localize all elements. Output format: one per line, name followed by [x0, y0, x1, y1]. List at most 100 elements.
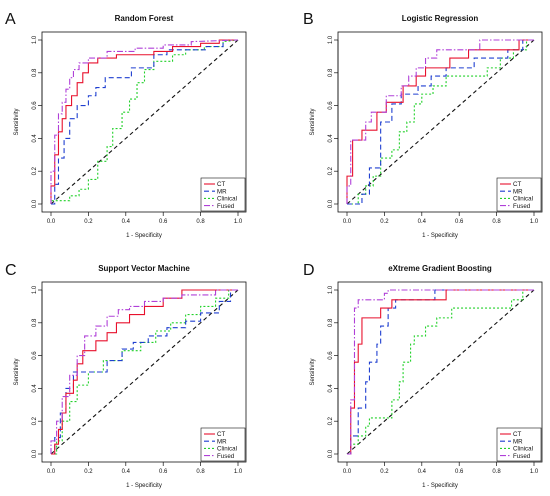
x-tick-label: 0.6 — [455, 469, 464, 475]
chart-title: Logistic Regression — [402, 14, 479, 23]
chart-panel-b: B Logistic Regression 0.0 0.2 0.4 0.6 0.8 1.0 0.… — [303, 11, 543, 239]
roc-line-mr — [347, 39, 534, 205]
x-axis-label: 1 - Specificity — [126, 483, 162, 489]
panel-letter: D — [303, 262, 315, 279]
y-tick-label: 0.0 — [328, 449, 334, 458]
x-tick-label: 0.0 — [343, 219, 352, 225]
y-tick-label: 1.0 — [328, 285, 334, 294]
roc-line-fused — [50, 289, 238, 454]
x-tick-label: 0.2 — [380, 469, 389, 475]
x-tick-label: 0.2 — [380, 219, 389, 225]
roc-line-mr — [347, 289, 534, 455]
x-tick-label: 0.4 — [418, 219, 427, 225]
y-tick-label: 0.6 — [328, 351, 334, 360]
x-tick-label: 1.0 — [234, 219, 243, 225]
x-tick-label: 0.8 — [196, 219, 205, 225]
y-tick-label: 0.4 — [32, 134, 38, 143]
legend-label: Fused — [513, 203, 531, 210]
y-tick-label: 0.2 — [32, 166, 38, 175]
y-axis-label: Sensitivity — [14, 108, 20, 135]
x-tick-label: 1.0 — [234, 469, 243, 475]
chart-title: Support Vector Machine — [98, 264, 190, 273]
x-tick-label: 0.2 — [84, 219, 93, 225]
y-tick-label: 0.0 — [32, 449, 38, 458]
x-axis-label: 1 - Specificity — [422, 233, 458, 239]
x-tick-label: 0.8 — [196, 469, 205, 475]
x-tick-label: 0.6 — [159, 219, 168, 225]
y-tick-label: 0.2 — [328, 166, 334, 175]
roc-line-fused — [346, 39, 534, 204]
chart-panel-c: C Support Vector Machine 0.0 0.2 0.4 0.6 0.8 1.… — [5, 262, 247, 489]
x-tick-label: 1.0 — [530, 219, 539, 225]
x-tick-label: 0.4 — [418, 469, 427, 475]
x-tick-label: 0.0 — [343, 469, 352, 475]
y-tick-label: 1.0 — [328, 35, 334, 44]
x-tick-label: 0.0 — [47, 219, 56, 225]
panel-letter: A — [5, 11, 16, 28]
y-tick-label: 0.6 — [32, 351, 38, 360]
roc-line-mr — [51, 289, 238, 455]
legend-label: CT — [217, 431, 225, 438]
x-tick-label: 0.4 — [122, 219, 131, 225]
x-axis-label: 1 - Specificity — [126, 233, 162, 239]
y-tick-label: 1.0 — [32, 285, 38, 294]
roc-line-ct — [51, 289, 238, 455]
roc-line-fused — [347, 289, 534, 455]
y-tick-label: 0.4 — [32, 384, 38, 393]
x-tick-label: 0.2 — [84, 469, 93, 475]
legend-label: CT — [217, 181, 225, 188]
y-tick-label: 0.8 — [328, 318, 334, 327]
legend-label: MR — [513, 188, 523, 195]
legend-label: Fused — [217, 453, 235, 460]
chart-title: eXtreme Gradient Boosting — [388, 264, 492, 273]
y-tick-label: 0.2 — [32, 416, 38, 425]
y-tick-label: 0.0 — [328, 199, 334, 208]
roc-line-fused — [50, 39, 239, 204]
x-tick-label: 0.0 — [47, 469, 56, 475]
legend-label: MR — [217, 188, 227, 195]
chart-panel-a: A Random Forest 0.0 0.2 0.4 0.6 0.8 1.0 0.0 0.2 0.… — [5, 11, 247, 239]
legend-label: Clinical — [513, 196, 533, 203]
x-tick-label: 0.6 — [455, 219, 464, 225]
legend-label: Fused — [513, 453, 531, 460]
x-tick-label: 0.8 — [492, 469, 501, 475]
legend-label: MR — [217, 438, 227, 445]
y-tick-label: 0.6 — [32, 101, 38, 110]
x-tick-label: 0.6 — [159, 469, 168, 475]
y-tick-label: 0.4 — [328, 134, 334, 143]
legend-label: CT — [513, 431, 521, 438]
roc-line-ct — [347, 289, 534, 455]
y-tick-label: 0.8 — [32, 68, 38, 77]
y-tick-label: 0.4 — [328, 384, 334, 393]
y-tick-label: 0.8 — [32, 318, 38, 327]
x-axis-label: 1 - Specificity — [422, 483, 458, 489]
y-axis-label: Sensitivity — [310, 108, 316, 135]
y-tick-label: 1.0 — [32, 35, 38, 44]
legend-label: Clinical — [217, 446, 237, 453]
roc-line-clinical — [347, 39, 534, 205]
roc-line-ct — [50, 39, 238, 204]
y-axis-label: Sensitivity — [310, 358, 316, 385]
y-tick-label: 0.2 — [328, 416, 334, 425]
panel-letter: B — [303, 11, 314, 28]
legend-label: Clinical — [217, 196, 237, 203]
y-tick-label: 0.8 — [328, 68, 334, 77]
x-tick-label: 1.0 — [530, 469, 539, 475]
x-tick-label: 0.4 — [122, 469, 131, 475]
y-tick-label: 0.0 — [32, 199, 38, 208]
legend-label: Clinical — [513, 446, 533, 453]
y-axis-label: Sensitivity — [14, 358, 20, 385]
legend-label: Fused — [217, 203, 235, 210]
panel-letter: C — [5, 262, 17, 279]
chart-title: Random Forest — [115, 14, 174, 23]
roc-line-clinical — [50, 39, 239, 204]
legend-label: CT — [513, 181, 521, 188]
roc-line-mr — [51, 39, 238, 205]
roc-line-clinical — [347, 289, 534, 455]
